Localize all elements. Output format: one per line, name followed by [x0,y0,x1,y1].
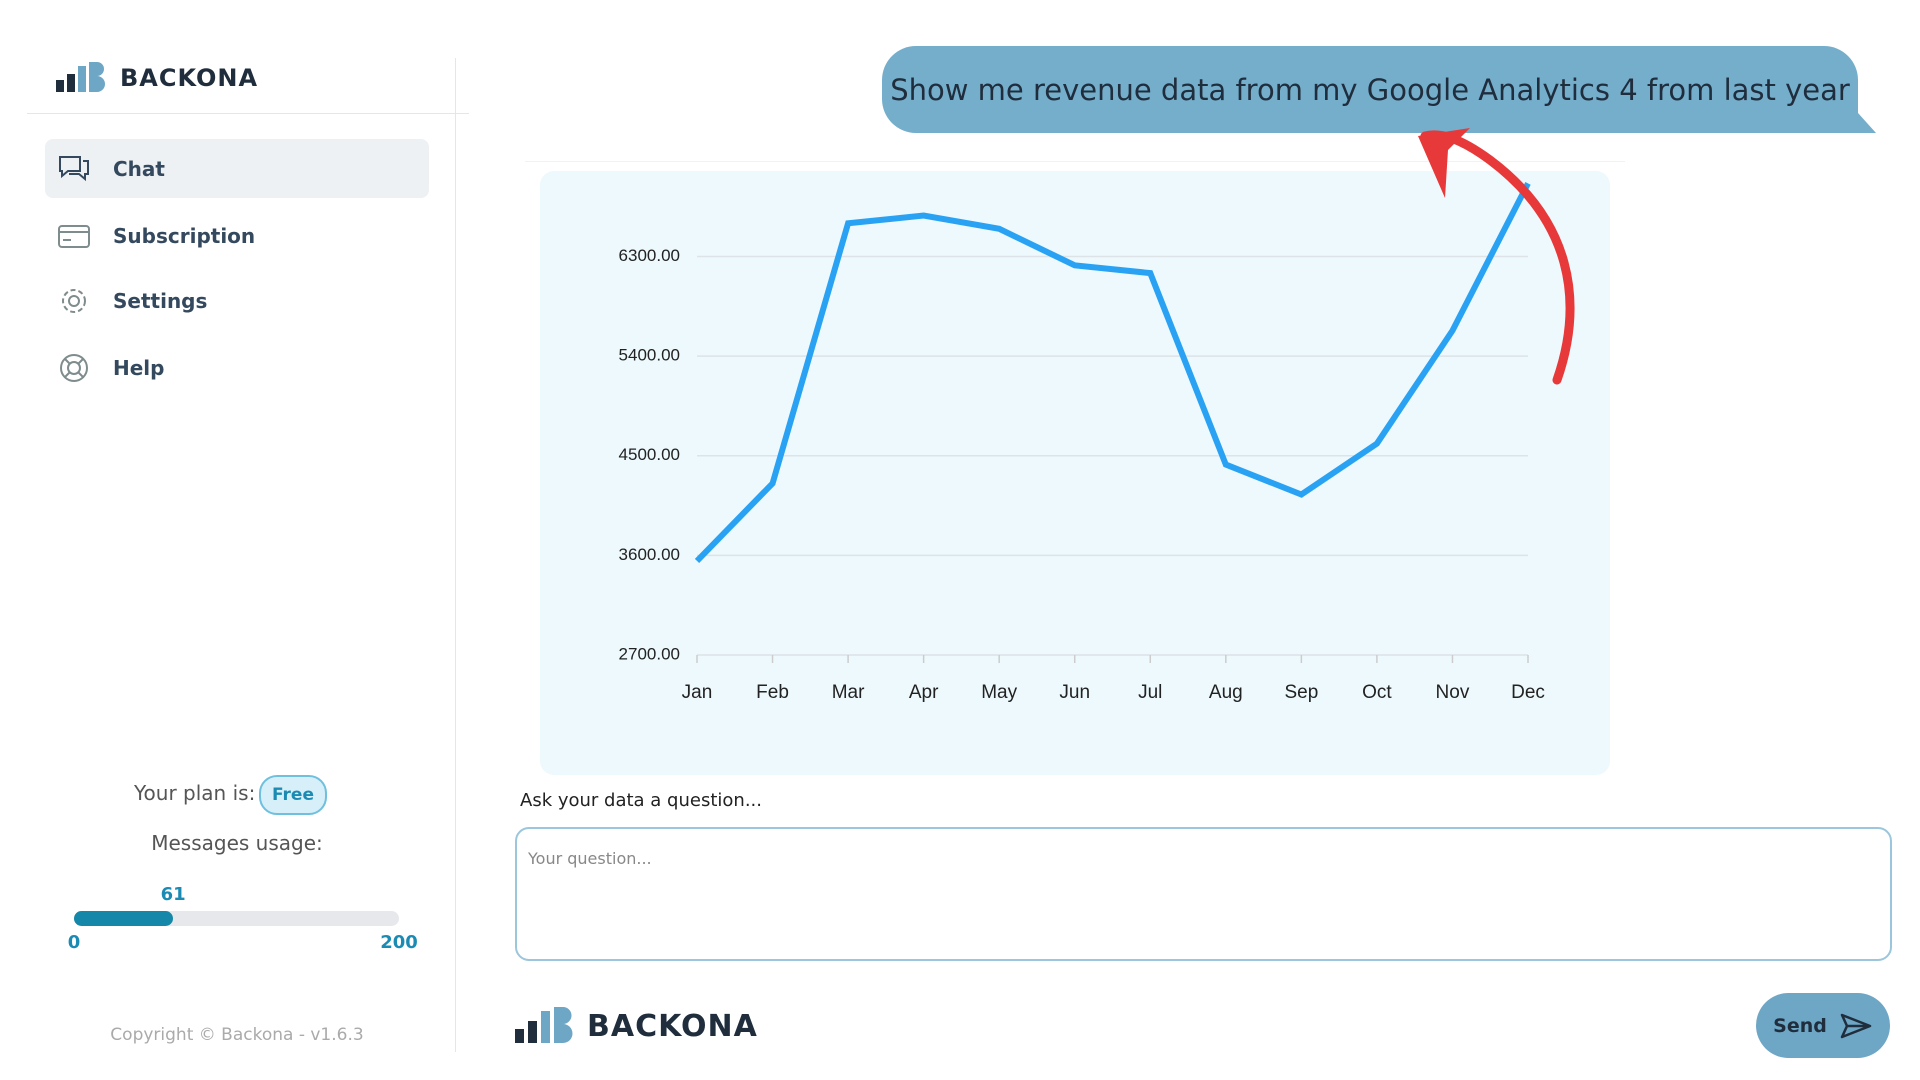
send-icon [1840,1013,1872,1038]
nav-subscription[interactable]: Subscription [45,206,429,265]
x-tick-label: Sep [1284,682,1318,703]
nav-chat[interactable]: Chat [45,139,429,198]
footer-logo: BACKONA [515,1007,758,1045]
logo-icon [56,62,105,92]
question-input[interactable]: Your question... [515,827,1892,961]
x-tick-label: Dec [1511,682,1545,703]
sidebar-divider [455,58,456,1052]
separator [525,161,1625,162]
y-tick-label: 4500.00 [619,445,680,464]
usage-bar [74,911,174,926]
x-tick-label: Mar [832,682,865,703]
placeholder: Your question... [528,849,652,868]
nav-settings[interactable]: Settings [45,271,429,330]
plan-label: Your plan is: [134,781,256,805]
x-tick-label: Oct [1362,682,1392,703]
x-tick-label: Jun [1059,682,1090,703]
y-tick-label: 2700.00 [619,644,680,663]
nav-label: Chat [113,156,165,181]
x-tick-label: Jul [1138,682,1162,703]
brand-name: BACKONA [120,64,259,92]
y-tick-label: 3600.00 [619,545,680,564]
plan-badge: Free [259,775,327,815]
x-tick-label: Apr [909,682,939,703]
divider [27,113,469,114]
card-icon [58,224,90,248]
nav-label: Help [113,355,165,380]
usage-min: 0 [67,932,81,953]
bubble-tail [1840,113,1876,133]
nav-label: Settings [113,288,208,313]
user-message: Show me revenue data from my Google Anal… [882,46,1858,133]
logo-icon [515,1007,573,1043]
y-tick-label: 6300.00 [619,246,680,265]
x-tick-label: Feb [756,682,789,703]
x-tick-label: Nov [1436,682,1470,703]
send-button[interactable]: Send [1756,993,1890,1058]
usage-meter: 61 0 200 [68,880,418,960]
help-icon [60,353,88,382]
usage-max: 200 [380,932,418,953]
revenue-line [694,182,1531,564]
nav-help[interactable]: Help [45,338,429,397]
send-label: Send [1773,1014,1827,1037]
sidebar-logo[interactable]: BACKONA [56,62,258,94]
x-tick-label: Aug [1209,682,1243,703]
y-tick-label: 5400.00 [619,346,680,365]
usage-value: 61 [160,884,186,905]
input-label: Ask your data a question... [520,790,762,811]
gear-icon [62,288,86,313]
x-tick-label: Jan [682,682,713,703]
chart-card [540,171,1610,775]
nav-label: Subscription [113,223,256,248]
usage-label: Messages usage: [151,831,323,855]
x-tick-label: May [981,682,1017,703]
brand-name: BACKONA [587,1008,758,1044]
chat-icon [59,155,89,181]
copyright: Copyright © Backona - v1.6.3 [110,1025,364,1045]
